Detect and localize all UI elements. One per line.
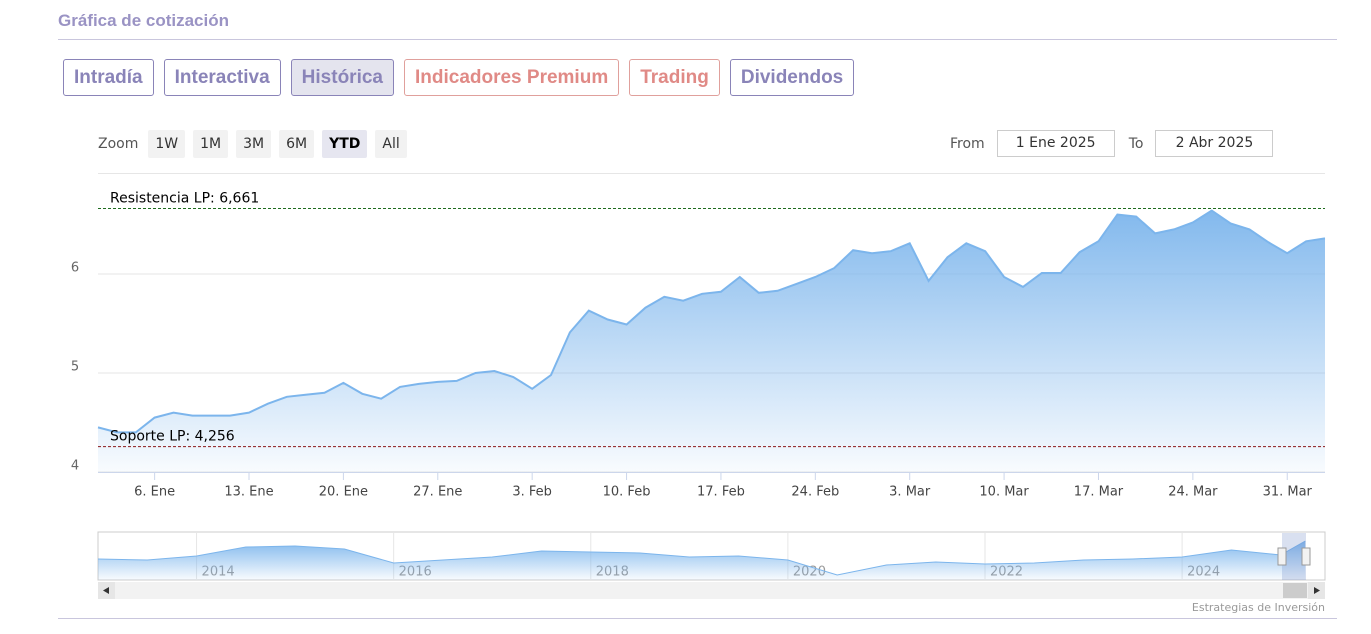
to-label: To — [1128, 135, 1144, 152]
area-fill — [98, 541, 1306, 580]
plot-line-label: Resistencia LP: 6,661 — [110, 191, 259, 207]
x-tick-label: 10. Feb — [603, 485, 651, 500]
y-tick-label: 4 — [71, 459, 79, 474]
section-title: Gráfica de cotización — [58, 11, 229, 30]
zoom-button[interactable]: All — [375, 130, 407, 158]
zoom-button[interactable]: YTD — [322, 130, 368, 158]
plot-line-label: Soporte LP: 4,256 — [110, 429, 235, 445]
scroll-thumb[interactable] — [1283, 583, 1307, 598]
nav-handle[interactable] — [1301, 547, 1311, 566]
area-fill — [98, 210, 1325, 472]
zoom-button[interactable]: 1M — [193, 130, 229, 158]
zoom-bar: Zoom 1W 1M 3M 6M YTD All — [98, 130, 407, 158]
x-tick-label: 24. Mar — [1168, 485, 1218, 500]
x-tick-label: 24. Feb — [791, 485, 839, 500]
x-tick-label: 6. Ene — [134, 485, 175, 500]
main-plot: 4 5 6 6. Ene 13. Ene 20. Ene 27. Ene 3. Feb 10. … — [71, 191, 1326, 500]
from-label: From — [950, 135, 985, 152]
date-range: From 1 Ene 2025 To 2 Abr 2025 — [950, 130, 1287, 157]
x-tick-label: 17. Feb — [697, 485, 745, 500]
credit: Estrategias de Inversión — [1192, 601, 1325, 614]
navigator: 201420162018202020222024 — [97, 533, 1306, 580]
area-line — [97, 209, 1326, 434]
tab[interactable]: Intradía — [63, 59, 154, 96]
x-tick-label: 17. Mar — [1074, 485, 1124, 500]
zoom-button[interactable]: 6M — [279, 130, 315, 158]
arrow-icon — [103, 587, 109, 594]
to-input[interactable]: 2 Abr 2025 — [1155, 130, 1274, 157]
tab[interactable]: Indicadores Premium — [403, 59, 620, 96]
tab-bar: Intradía Interactiva Histórica Indicador… — [63, 59, 855, 96]
tab[interactable]: Histórica — [290, 59, 394, 96]
y-tick-label: 5 — [71, 360, 79, 375]
x-tick-label: 31. Mar — [1263, 485, 1313, 500]
tab[interactable]: Trading — [629, 59, 720, 96]
area-line — [97, 540, 1306, 576]
x-tick-label: 13. Ene — [224, 485, 273, 500]
x-tick-label: 3. Feb — [512, 485, 552, 500]
x-tick-label: 27. Ene — [413, 485, 462, 500]
tab[interactable]: Dividendos — [729, 59, 855, 96]
x-tick-label: 3. Mar — [889, 485, 931, 500]
zoom-button[interactable]: 1W — [148, 130, 186, 158]
x-tick-label: 10. Mar — [979, 485, 1029, 500]
x-tick-label: 20. Ene — [319, 485, 368, 500]
y-tick-label: 6 — [71, 261, 79, 276]
nav-handle[interactable] — [1277, 547, 1287, 566]
zoom-button[interactable]: 3M — [236, 130, 272, 158]
zoom-label: Zoom — [98, 136, 139, 152]
scrollbar[interactable] — [98, 582, 1325, 599]
from-input[interactable]: 1 Ene 2025 — [996, 130, 1115, 157]
arrow-icon — [1314, 587, 1320, 594]
tab[interactable]: Interactiva — [163, 59, 281, 96]
